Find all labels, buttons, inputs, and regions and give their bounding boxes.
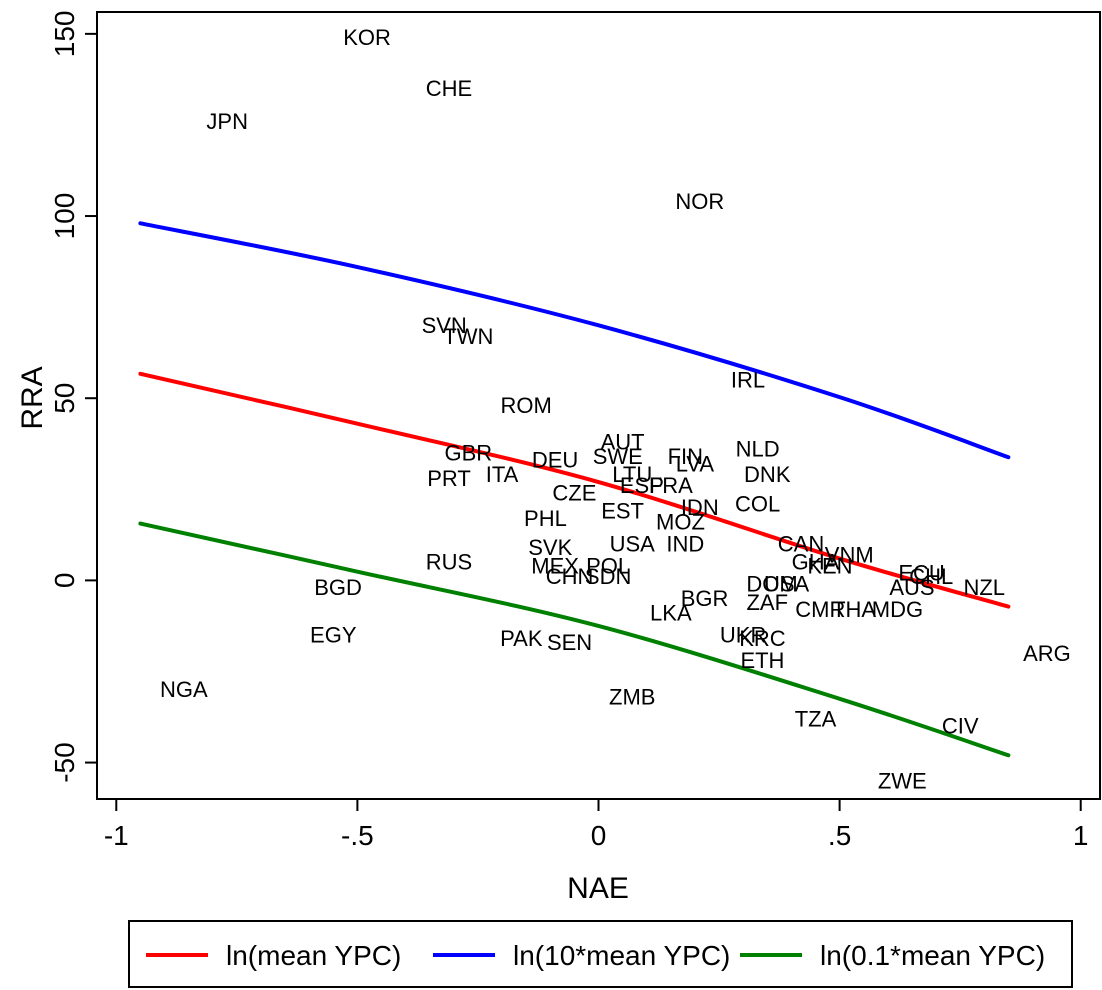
- country-label: LVA: [676, 451, 715, 476]
- country-label: AUS: [889, 575, 934, 600]
- country-label: SEN: [547, 630, 592, 655]
- country-label: SVK: [528, 535, 572, 560]
- country-label: DOM: [746, 572, 797, 597]
- country-label: GHA: [792, 550, 840, 575]
- country-label: MOZ: [656, 510, 705, 535]
- country-label: TZA: [795, 706, 837, 731]
- country-label: EST: [601, 499, 644, 524]
- y-tick-label: 0: [49, 573, 80, 589]
- series-line-1: [138, 371, 1011, 609]
- country-label: CAN: [778, 531, 824, 556]
- country-label: USA: [764, 572, 810, 597]
- y-tick-label: 100: [49, 193, 80, 240]
- country-label: CHL: [909, 564, 953, 589]
- country-label: NLD: [736, 437, 780, 462]
- legend-label-1: ln(mean YPC): [226, 940, 401, 971]
- country-label: BGD: [314, 575, 362, 600]
- country-label: DNK: [744, 462, 791, 487]
- country-label: MEX: [531, 553, 579, 578]
- country-label: TWN: [443, 324, 493, 349]
- series-line-3: [138, 521, 1011, 758]
- country-label: UKR: [720, 623, 766, 648]
- y-axis: -50 0 50 100 150: [49, 11, 97, 783]
- country-label: EGY: [310, 623, 357, 648]
- y-tick-label: 150: [49, 11, 80, 58]
- country-label: ZWE: [878, 768, 927, 793]
- country-label: ECU: [898, 561, 944, 586]
- country-label: ITA: [486, 462, 519, 487]
- country-label: SWE: [593, 444, 643, 469]
- country-label: CZE: [552, 480, 596, 505]
- country-label: ZMB: [609, 684, 655, 709]
- x-tick-label: 1: [1073, 820, 1089, 851]
- x-tick-label: -1: [104, 820, 129, 851]
- legend-label-3: ln(0.1*mean YPC): [820, 940, 1045, 971]
- country-label: ARG: [1023, 641, 1071, 666]
- country-label: BGR: [681, 586, 729, 611]
- country-label: NGA: [160, 677, 208, 702]
- country-label: NOR: [675, 189, 724, 214]
- country-label: NZL: [963, 575, 1005, 600]
- country-label: USA: [610, 531, 656, 556]
- country-label: RUS: [426, 550, 472, 575]
- country-label: SDN: [585, 564, 631, 589]
- country-label: CHN: [546, 564, 594, 589]
- curves-layer: [138, 221, 1011, 758]
- country-label: IND: [666, 531, 704, 556]
- country-label: CMR: [795, 597, 845, 622]
- y-tick-label: -50: [49, 742, 80, 782]
- country-label: POL: [586, 553, 630, 578]
- legend-box: [128, 920, 1073, 988]
- country-label: CIV: [942, 714, 979, 739]
- x-tick-label: -.5: [341, 820, 374, 851]
- country-label: CHE: [426, 76, 472, 101]
- country-label: GBR: [444, 440, 492, 465]
- country-label: THA: [832, 597, 876, 622]
- series-line-2: [138, 221, 1011, 460]
- country-label: FRA: [649, 473, 693, 498]
- country-label: ETH: [740, 648, 784, 673]
- y-axis-title: RRA: [16, 366, 49, 429]
- country-label: JPN: [206, 109, 248, 134]
- x-tick-label: 0: [591, 820, 607, 851]
- country-label: PAK: [500, 626, 543, 651]
- country-label: KOR: [343, 25, 391, 50]
- country-label: IRL: [731, 367, 765, 392]
- country-label: PRT: [427, 466, 471, 491]
- country-label: ZAF: [746, 590, 788, 615]
- x-axis-title: NAE: [567, 872, 629, 905]
- country-label: SVN: [422, 313, 467, 338]
- country-label: DEU: [532, 448, 578, 473]
- country-label: ROM: [501, 393, 552, 418]
- country-label: COL: [735, 491, 780, 516]
- country-label: MDG: [872, 597, 923, 622]
- country-label: LKA: [650, 601, 692, 626]
- country-label: IDN: [681, 495, 719, 520]
- x-tick-label: .5: [828, 820, 851, 851]
- country-label: AUT: [601, 429, 645, 454]
- country-label: PHL: [524, 506, 567, 531]
- country-label: KEN: [807, 553, 852, 578]
- country-label: VNM: [825, 542, 874, 567]
- legend-label-2: ln(10*mean YPC): [513, 940, 730, 971]
- country-label: KRC: [739, 626, 786, 651]
- x-axis: -1 -.5 0 .5 1: [104, 799, 1089, 851]
- country-label: FIN: [668, 444, 703, 469]
- legend: ln(mean YPC) ln(10*mean YPC) ln(0.1*mean Y…: [128, 920, 1073, 988]
- y-tick-label: 50: [49, 383, 80, 414]
- country-label: LTU: [612, 462, 652, 487]
- country-label: ESP: [620, 473, 664, 498]
